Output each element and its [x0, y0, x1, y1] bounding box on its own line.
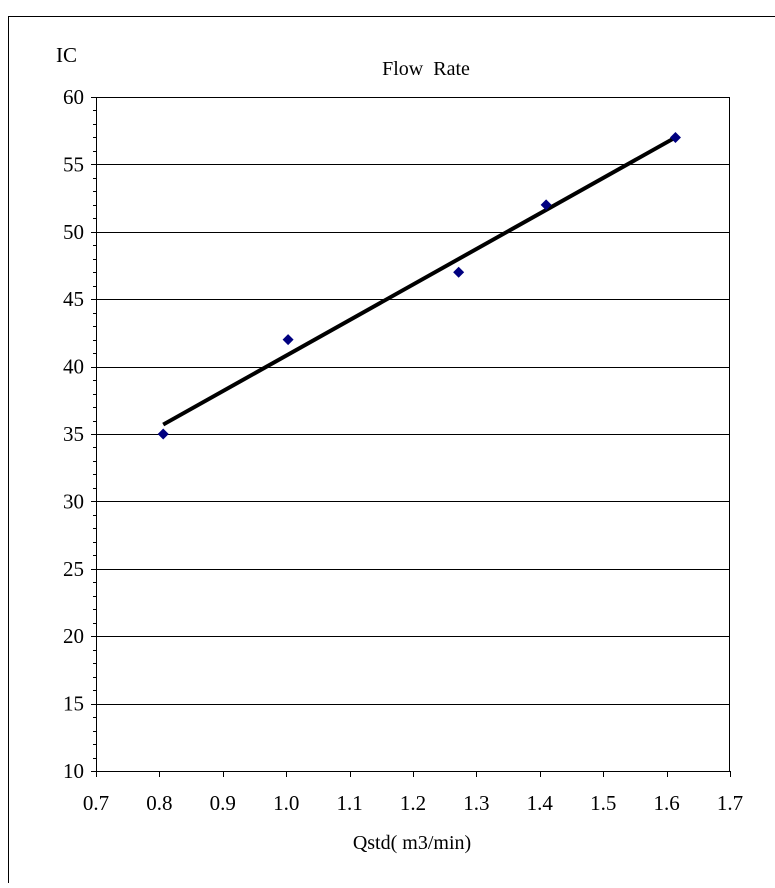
y-tick-label: 50: [63, 220, 84, 244]
y-tick-label: 55: [63, 152, 84, 176]
y-tick-label: 60: [63, 85, 84, 109]
y-tick-label: 45: [63, 287, 84, 311]
axes: [91, 97, 731, 777]
x-tick-labels: 0.7 0.8 0.9 1.0 1.1 1.2 1.3 1.4 1.5 1.6 1.7: [83, 791, 743, 815]
x-tick-label: 1.0: [273, 791, 299, 815]
y-tick-label: 10: [63, 759, 84, 783]
x-tick-label: 1.2: [400, 791, 426, 815]
x-tick-label: 1.1: [336, 791, 362, 815]
data-point-marker: [669, 131, 681, 143]
x-tick-label: 1.3: [463, 791, 489, 815]
x-tick-label: 1.7: [717, 791, 743, 815]
data-point-marker: [157, 428, 169, 440]
data-points: [157, 131, 681, 440]
trendline: [162, 135, 677, 427]
y-tick-label: 15: [63, 692, 84, 716]
y-tick-label: 25: [63, 557, 84, 581]
x-tick-label: 1.6: [653, 791, 679, 815]
trendline-group: [162, 135, 677, 427]
x-axis-label: Qstd( m3/min): [353, 832, 471, 854]
y-tick-label: 20: [63, 624, 84, 648]
x-tick-label: 1.4: [527, 791, 554, 815]
y-tick-label: 40: [63, 355, 84, 379]
x-tick-label: 0.9: [210, 791, 236, 815]
data-point-marker: [540, 199, 552, 211]
x-tick-label: 0.8: [146, 791, 172, 815]
y-tick-label: 30: [63, 489, 84, 513]
x-tick-label: 1.5: [590, 791, 616, 815]
data-point-marker: [282, 334, 294, 346]
data-point-marker: [453, 266, 465, 278]
x-tick-label: 0.7: [83, 791, 109, 815]
y-tick-label: 35: [63, 422, 84, 446]
grid-lines: [96, 97, 730, 705]
y-axis-label: IC: [56, 43, 77, 67]
chart-title: Flow Rate: [382, 58, 470, 80]
y-tick-labels: 10 15 20 25 30 35 40 45 50 55 60: [63, 85, 84, 783]
